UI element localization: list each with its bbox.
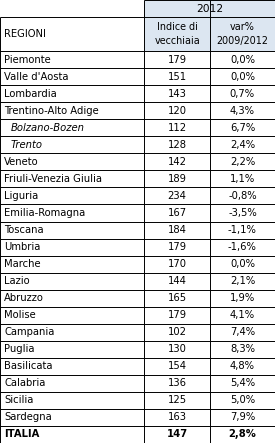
Text: Trento: Trento	[11, 140, 43, 150]
Text: 128: 128	[167, 140, 187, 150]
Text: -1,6%: -1,6%	[228, 242, 257, 252]
Text: 184: 184	[168, 225, 186, 235]
Text: Basilicata: Basilicata	[4, 361, 53, 371]
Text: Lazio: Lazio	[4, 276, 30, 286]
Text: 0,7%: 0,7%	[230, 89, 255, 99]
Text: 1,1%: 1,1%	[230, 174, 255, 184]
Text: 4,3%: 4,3%	[230, 106, 255, 116]
Text: 167: 167	[167, 208, 187, 218]
Text: 165: 165	[167, 293, 187, 303]
Text: 2012: 2012	[196, 4, 223, 14]
Text: Veneto: Veneto	[4, 157, 39, 167]
Text: 136: 136	[167, 378, 187, 389]
Text: Campania: Campania	[4, 327, 54, 337]
Text: Friuli-Venezia Giulia: Friuli-Venezia Giulia	[4, 174, 102, 184]
Text: 147: 147	[167, 429, 188, 439]
Text: 6,7%: 6,7%	[230, 123, 255, 133]
Text: 0,0%: 0,0%	[230, 72, 255, 82]
Text: Molise: Molise	[4, 310, 36, 320]
Text: 151: 151	[167, 72, 187, 82]
Text: 5,4%: 5,4%	[230, 378, 255, 389]
Text: 130: 130	[168, 344, 186, 354]
Text: 144: 144	[168, 276, 186, 286]
Text: Lombardia: Lombardia	[4, 89, 57, 99]
Text: ITALIA: ITALIA	[4, 429, 40, 439]
Text: 112: 112	[167, 123, 187, 133]
Text: Sicilia: Sicilia	[4, 396, 34, 405]
Text: 234: 234	[168, 191, 186, 201]
Text: Umbria: Umbria	[4, 242, 40, 252]
Text: Emilia-Romagna: Emilia-Romagna	[4, 208, 85, 218]
Text: 179: 179	[167, 54, 187, 65]
Bar	[144, 0, 275, 17]
Text: Abruzzo: Abruzzo	[4, 293, 44, 303]
Text: -0,8%: -0,8%	[228, 191, 257, 201]
Text: 0,0%: 0,0%	[230, 54, 255, 65]
Text: 143: 143	[168, 89, 186, 99]
Text: Bolzano-Bozen: Bolzano-Bozen	[11, 123, 85, 133]
Text: 2,8%: 2,8%	[229, 429, 256, 439]
Text: 7,4%: 7,4%	[230, 327, 255, 337]
Text: 2,4%: 2,4%	[230, 140, 255, 150]
Text: 142: 142	[167, 157, 187, 167]
Text: var%
2009/2012: var% 2009/2012	[216, 23, 268, 46]
Text: 163: 163	[167, 412, 187, 423]
Text: Puglia: Puglia	[4, 344, 35, 354]
Text: 189: 189	[167, 174, 187, 184]
Text: 179: 179	[167, 310, 187, 320]
Text: Toscana: Toscana	[4, 225, 44, 235]
Text: 4,1%: 4,1%	[230, 310, 255, 320]
Text: 170: 170	[167, 259, 187, 269]
Text: 125: 125	[167, 396, 187, 405]
Text: 154: 154	[167, 361, 187, 371]
Text: Indice di
vecchiaia: Indice di vecchiaia	[154, 23, 200, 46]
Text: 8,3%: 8,3%	[230, 344, 255, 354]
Text: 4,8%: 4,8%	[230, 361, 255, 371]
Text: 102: 102	[167, 327, 187, 337]
Text: 120: 120	[167, 106, 187, 116]
Text: Marche: Marche	[4, 259, 41, 269]
Text: Liguria: Liguria	[4, 191, 38, 201]
Text: 179: 179	[167, 242, 187, 252]
Text: 5,0%: 5,0%	[230, 396, 255, 405]
Text: Piemonte: Piemonte	[4, 54, 51, 65]
Text: 1,9%: 1,9%	[230, 293, 255, 303]
Text: 2,1%: 2,1%	[230, 276, 255, 286]
Text: Valle d'Aosta: Valle d'Aosta	[4, 72, 69, 82]
Bar	[144, 17, 210, 51]
Text: Sardegna: Sardegna	[4, 412, 52, 423]
Text: 2,2%: 2,2%	[230, 157, 255, 167]
Text: -3,5%: -3,5%	[228, 208, 257, 218]
Bar	[210, 17, 275, 51]
Text: Trentino-Alto Adige: Trentino-Alto Adige	[4, 106, 99, 116]
Text: -1,1%: -1,1%	[228, 225, 257, 235]
Text: 0,0%: 0,0%	[230, 259, 255, 269]
Text: 7,9%: 7,9%	[230, 412, 255, 423]
Text: Calabria: Calabria	[4, 378, 45, 389]
Text: REGIONI: REGIONI	[4, 29, 46, 39]
